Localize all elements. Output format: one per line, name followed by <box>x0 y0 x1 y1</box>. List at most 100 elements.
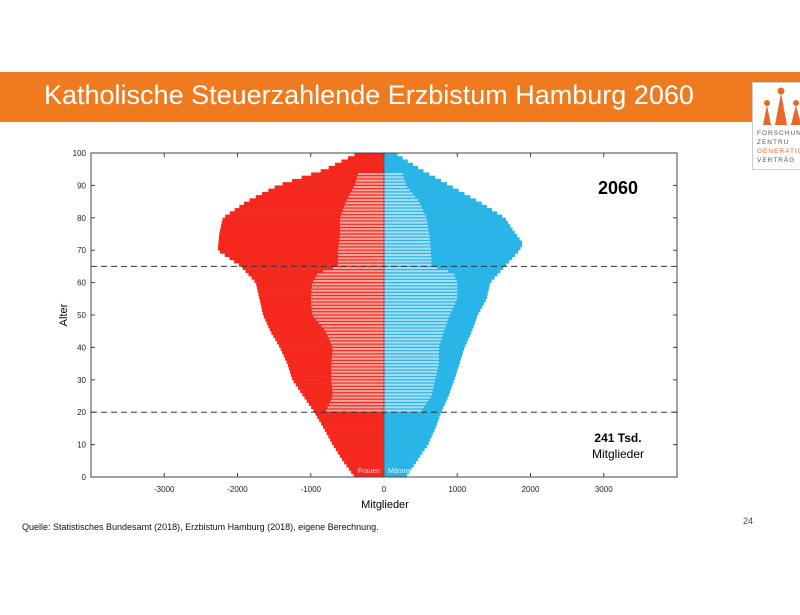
hatched-bar-men <box>384 202 420 205</box>
y-tick-label: 80 <box>77 214 86 223</box>
source-note: Quelle: Statistisches Bundesamt (2018), … <box>22 522 379 532</box>
hatched-bar-men <box>384 283 458 286</box>
hatched-bar-men <box>384 250 431 253</box>
hatched-bar-women <box>331 396 384 399</box>
hatched-bar-women <box>352 189 384 192</box>
population-pyramid-chart: Frauen Männer -3000 -2000 -1000 0 1000 2000 300… <box>58 149 678 511</box>
bar-men <box>384 421 438 426</box>
hatched-bar-women <box>331 354 384 357</box>
bar-men <box>384 425 436 429</box>
hatched-bar-women <box>340 224 384 227</box>
bar-men <box>384 246 521 251</box>
hatched-bar-women <box>337 250 384 253</box>
hatched-bar-men <box>384 309 453 312</box>
bar-men <box>384 434 432 439</box>
bar-women <box>322 425 384 429</box>
hatched-bar-women <box>337 260 384 263</box>
hatched-bar-men <box>384 302 456 305</box>
bar-women <box>249 198 384 202</box>
hatched-bar-men <box>384 186 408 189</box>
bar-men <box>384 259 510 264</box>
hatched-bar-men <box>384 208 423 211</box>
bar-women <box>337 451 384 455</box>
hatched-bar-women <box>329 338 384 341</box>
bar-women <box>219 234 384 238</box>
hatched-bar-men <box>384 399 429 402</box>
bar-men <box>384 467 412 471</box>
bar-women <box>248 272 384 277</box>
hatched-bar-women <box>312 312 384 315</box>
bar-men <box>384 162 413 167</box>
hatched-bar-women <box>339 237 384 240</box>
bar-women <box>301 175 384 180</box>
axes: -3000 -2000 -1000 0 1000 2000 3000 0 10 20 30 40 50 6… <box>73 149 678 494</box>
y-tick-label: 50 <box>77 311 86 320</box>
title-band <box>0 72 800 122</box>
hatched-bar-men <box>384 247 431 250</box>
bar-men <box>384 204 487 209</box>
bar-women <box>218 237 384 241</box>
bar-women <box>224 253 384 257</box>
hatched-bar-men <box>384 286 458 289</box>
bar-women <box>341 159 384 164</box>
hatched-bar-men <box>384 276 456 279</box>
bar-men <box>384 431 434 436</box>
bar-women <box>282 182 384 186</box>
hatched-bar-men <box>384 273 455 276</box>
hatched-bar-men <box>384 289 458 292</box>
bar-women <box>347 156 384 160</box>
bar-women <box>229 211 384 215</box>
x-tick-label: 3000 <box>595 485 613 494</box>
hatched-bar-men <box>384 189 410 192</box>
bar-men <box>384 201 482 206</box>
hatched-bar-men <box>384 231 430 234</box>
logo-line: ZENTRU <box>757 139 790 146</box>
bar-women <box>348 467 384 471</box>
hatched-bar-men <box>384 341 441 344</box>
bar-women <box>335 447 384 452</box>
hatched-bar-men <box>384 409 422 412</box>
hatched-bar-men <box>384 325 446 328</box>
hatched-bar-women <box>329 403 384 406</box>
hatched-bar-women <box>356 179 384 182</box>
bar-men <box>384 256 513 261</box>
bar-men <box>384 240 522 245</box>
bar-women <box>229 256 384 261</box>
bar-men <box>384 230 515 235</box>
logo-text: FORSCHUNG ZENTRU GENERATIONE VERTRÄG <box>757 129 800 165</box>
hatched-bar-men <box>384 198 418 201</box>
y-tick-label: 60 <box>77 279 86 288</box>
hatched-bar-women <box>331 386 384 389</box>
bar-men <box>384 464 414 468</box>
hatched-bar-men <box>384 351 439 354</box>
y-tick-label: 70 <box>77 246 86 255</box>
hatched-bar-women <box>338 244 384 247</box>
hatched-bar-men <box>384 328 445 331</box>
hatched-bar-women <box>331 383 384 386</box>
bar-men <box>384 159 408 164</box>
hatched-bar-women <box>345 202 384 205</box>
bar-men <box>384 178 442 183</box>
hatched-bar-men <box>384 279 457 282</box>
bar-women <box>341 457 384 462</box>
bar-men <box>384 224 511 228</box>
hatched-bar-women <box>346 198 384 201</box>
bar-men <box>384 451 423 455</box>
bar-women <box>218 240 384 245</box>
y-tick-label: 40 <box>77 343 86 352</box>
hatched-bar-women <box>339 234 384 237</box>
hatched-bar-men <box>384 263 432 266</box>
hatched-bar-women <box>338 247 384 250</box>
hatched-bar-men <box>384 338 442 341</box>
hatched-bar-women <box>310 296 384 299</box>
bar-women <box>353 473 384 478</box>
hatched-bar-men <box>384 244 431 247</box>
hatched-bar-men <box>384 383 435 386</box>
bar-women <box>220 227 384 232</box>
hatched-bar-men <box>384 221 428 224</box>
bar-men <box>384 153 398 157</box>
logo: FORSCHUNG ZENTRU GENERATIONE VERTRÄG <box>752 82 800 170</box>
hatched-bar-men <box>384 377 436 380</box>
x-axis-label: Mitglieder <box>361 499 409 511</box>
bar-men <box>384 460 416 465</box>
